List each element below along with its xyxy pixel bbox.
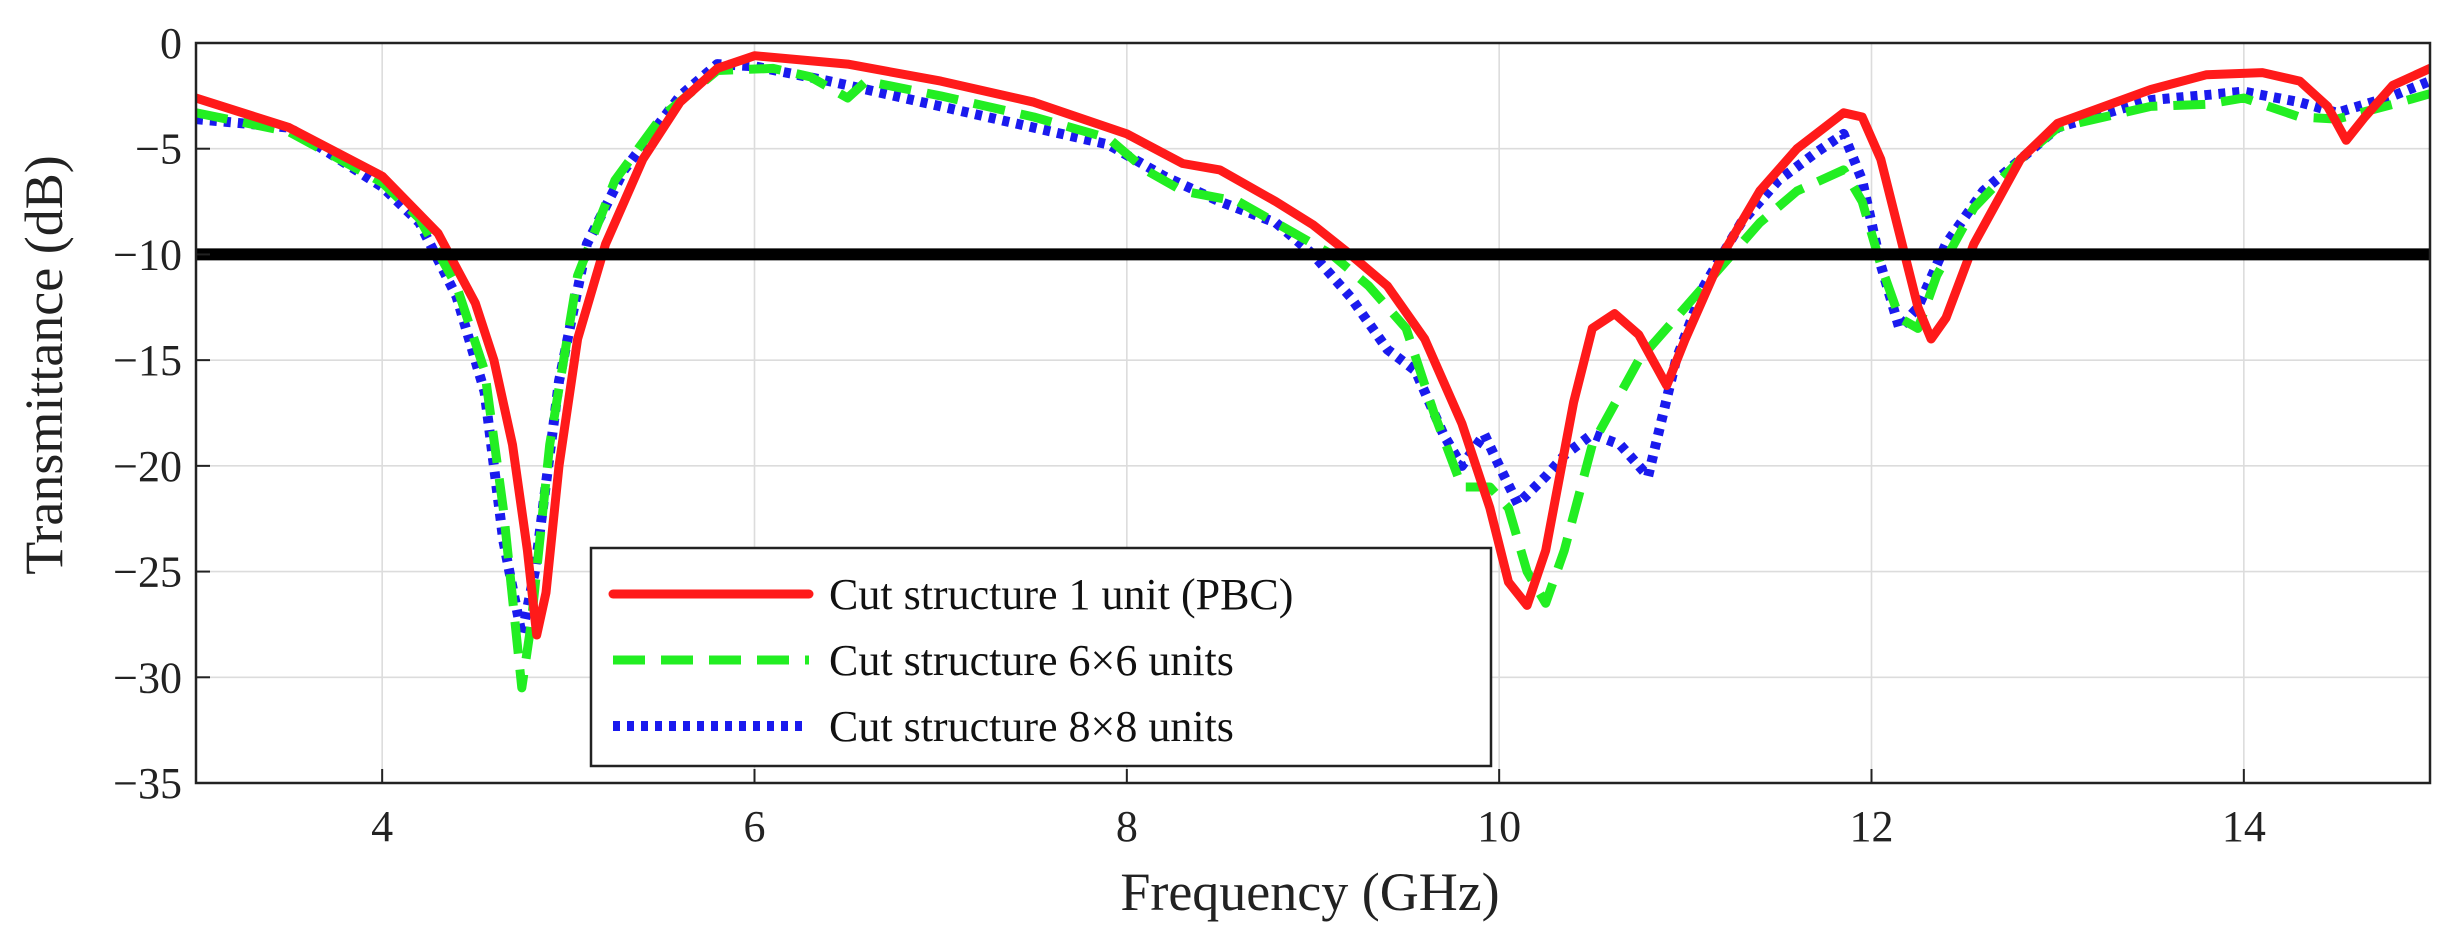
legend-label-1: Cut structure 6×6 units [829,636,1234,685]
x-tick-label: 12 [1850,802,1894,851]
legend: Cut structure 1 unit (PBC) Cut structure … [589,546,1493,768]
y-tick-label: −30 [113,653,182,702]
legend-label-0: Cut structure 1 unit (PBC) [829,570,1293,619]
y-tick-label: −35 [113,759,182,808]
x-tick-label: 8 [1116,802,1138,851]
y-tick-label: −15 [113,336,182,385]
series-line-2 [196,59,2430,640]
series-line-1 [196,63,2430,693]
x-tick-label: 4 [371,802,393,851]
x-tick-label: 6 [744,802,766,851]
plot-frame [194,41,2432,785]
series-line-0 [196,51,2430,640]
tick-labels: 4 6 8 10 12 14 0 −5 −10 −15 −20 −25 −30 −35 [113,19,2266,851]
y-tick-label: −5 [135,125,182,174]
x-tick-label: 14 [2222,802,2266,851]
y-axis-label: Transmittance (dB) [14,155,74,574]
series-lines [196,51,2430,693]
y-tick-label: −20 [113,442,182,491]
x-tick-label: 10 [1477,802,1521,851]
y-tick-label: −10 [113,230,182,279]
y-tick-label: 0 [160,19,182,68]
x-axis-label: Frequency (GHz) [1120,862,1499,922]
legend-label-2: Cut structure 8×8 units [829,702,1234,751]
y-tick-label: −25 [113,548,182,597]
